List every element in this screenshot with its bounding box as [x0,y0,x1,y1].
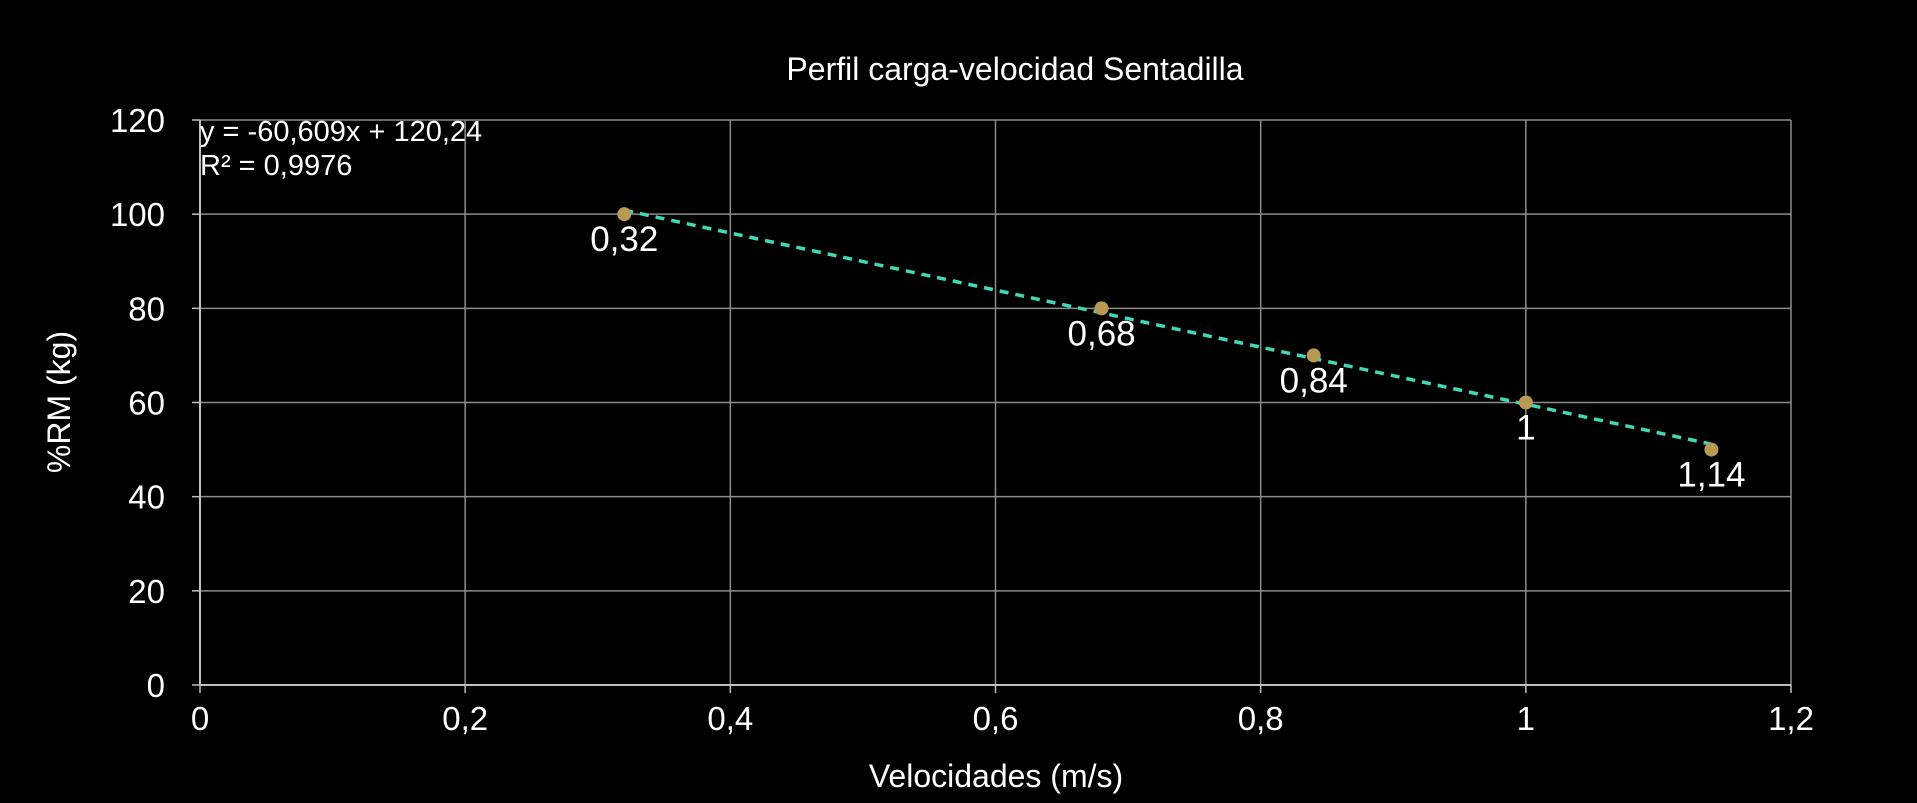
data-label: 0,84 [1280,361,1348,400]
data-point [1306,348,1321,363]
data-label: 1 [1516,409,1535,448]
data-points [617,207,1719,457]
x-axis-ticks: 0 0,2 0,4 0,6 0,8 1 1,2 [191,700,1814,737]
x-axis-title: Velocidades (m/s) [869,758,1123,794]
y-tick-label: 120 [110,102,165,139]
chart-title: Perfil carga-velocidad Sentadilla [786,51,1243,87]
data-label: 1,14 [1677,456,1745,495]
data-point [1704,442,1719,457]
data-label: 0,32 [590,220,658,259]
data-label: 0,68 [1068,314,1136,353]
y-tick-label: 60 [128,385,165,422]
data-point [617,207,632,222]
y-tick-label: 40 [128,479,165,516]
y-tick-label: 0 [147,667,165,704]
y-tick-label: 20 [128,573,165,610]
x-tick-label: 0,2 [442,700,488,737]
data-labels: 0,32 0,68 0,84 1 1,14 [590,220,1745,494]
trendline-r-squared: R² = 0,9976 [200,150,352,182]
x-tick-label: 0,8 [1238,700,1284,737]
grid-lines [200,119,1792,685]
x-tick-label: 0,4 [707,700,753,737]
trendline [623,208,1712,446]
x-tick-label: 1,2 [1768,700,1814,737]
x-tick-label: 0,6 [973,700,1019,737]
trendline-group [623,208,1712,446]
data-point [1518,395,1533,410]
y-axis-title: %RM (kg) [41,331,77,473]
trendline-equation: y = -60,609x + 120,24 [200,116,482,148]
x-tick-label: 0 [191,700,209,737]
x-tick-label: 1 [1517,700,1535,737]
y-tick-label: 80 [128,290,165,327]
y-axis-ticks: 0 20 40 60 80 100 120 [110,102,165,704]
data-point [1094,301,1109,316]
axes [192,119,1792,693]
y-tick-label: 100 [110,196,165,233]
